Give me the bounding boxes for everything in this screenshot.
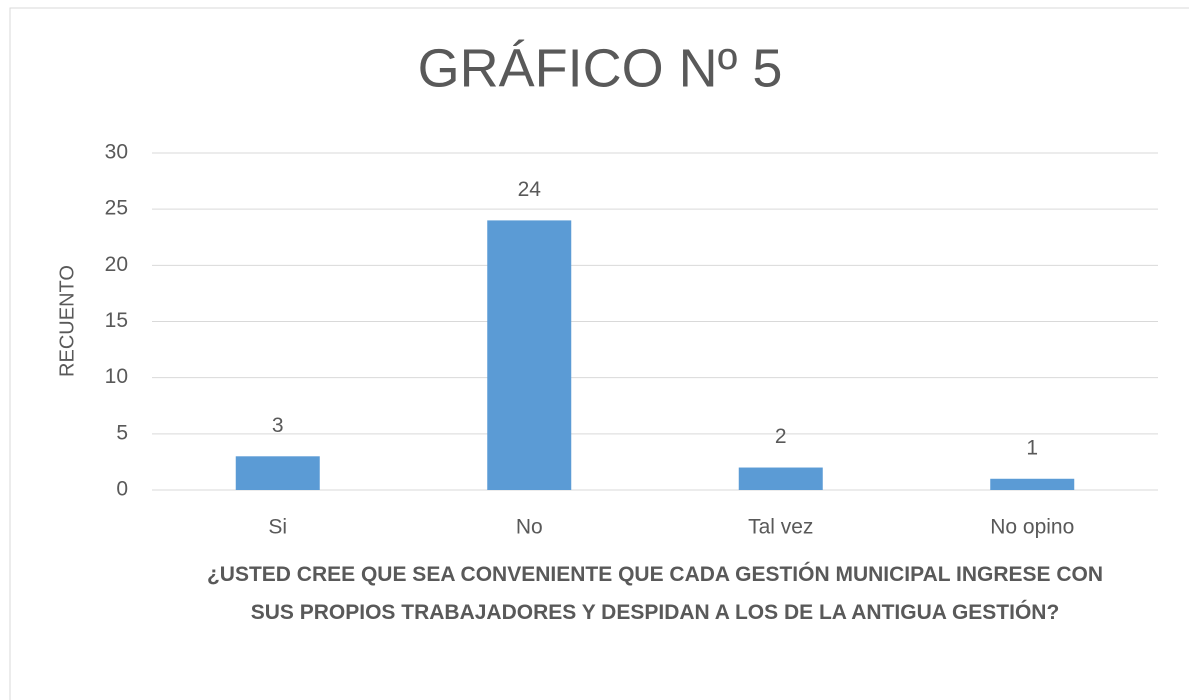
x-tick-label: No opino	[990, 516, 1074, 539]
y-tick-label: 0	[116, 478, 128, 501]
y-tick-label: 15	[105, 309, 128, 332]
bar	[990, 478, 1075, 490]
chart-border	[9, 7, 1189, 700]
data-label: 24	[518, 178, 542, 201]
bar	[487, 220, 572, 490]
bar	[235, 456, 320, 490]
bar	[738, 467, 823, 490]
data-label: 2	[775, 425, 787, 448]
y-tick-label: 30	[105, 141, 128, 164]
data-label: 3	[272, 414, 284, 437]
x-axis-label: ¿USTED CREE QUE SEA CONVENIENTE QUE CADA…	[206, 563, 1104, 624]
data-label: 1	[1026, 436, 1038, 459]
x-tick-label: Tal vez	[748, 516, 813, 539]
y-axis-label: RECUENTO	[56, 265, 78, 377]
y-tick-label: 5	[116, 421, 128, 444]
chart-title: GRÁFICO Nº 5	[418, 38, 783, 98]
x-tick-label: No	[516, 516, 543, 539]
y-tick-label: 10	[105, 365, 128, 388]
x-tick-label: Si	[268, 516, 287, 539]
y-tick-label: 20	[105, 253, 128, 276]
y-tick-label: 25	[105, 197, 128, 220]
